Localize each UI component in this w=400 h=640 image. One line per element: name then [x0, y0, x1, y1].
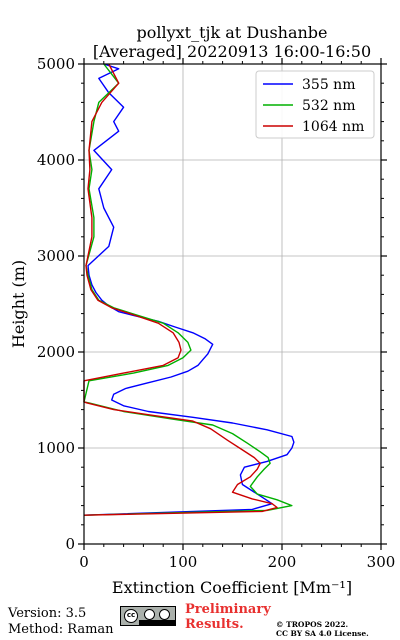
- series-line-532-nm: [83, 63, 293, 516]
- legend-label: 1064 nm: [302, 119, 364, 135]
- legend-label: 532 nm: [302, 98, 355, 114]
- copyright-notice: © TROPOS 2022. CC BY SA 4.0 License.: [276, 620, 369, 638]
- copyright-line1: © TROPOS 2022.: [276, 620, 349, 629]
- cc-logo-icon: cc: [124, 609, 138, 623]
- y-tick-label: 2000: [37, 343, 75, 361]
- preliminary-line1: Preliminary: [185, 602, 271, 617]
- extinction-profile-chart: pollyxt_tjk at Dushanbe [Averaged] 20220…: [9, 23, 396, 597]
- chart-legend: 355 nm 532 nm 1064 nm: [255, 70, 375, 139]
- y-tick-label: 4000: [37, 151, 75, 169]
- preliminary-line2: Results.: [185, 617, 244, 632]
- method-text: Method: Raman: [8, 622, 114, 637]
- y-tick-label: 5000: [37, 55, 75, 73]
- plot-frame: [83, 63, 382, 545]
- cc-license-badge-icon: cc: [120, 606, 176, 626]
- y-tick-label: 3000: [37, 247, 75, 265]
- version-info: Version: 3.5 Method: Raman: [8, 606, 114, 638]
- version-text: Version: 3.5: [8, 606, 87, 621]
- legend-box: [255, 70, 375, 139]
- x-tick-label: 0: [79, 553, 89, 571]
- x-tick-label: 100: [169, 553, 198, 571]
- chart-subtitle: [Averaged] 20220913 16:00-16:50: [93, 42, 371, 61]
- series-line-355-nm: [83, 63, 295, 516]
- cc-by-icon: [144, 609, 155, 620]
- legend-label: 355 nm: [302, 77, 355, 93]
- copyright-line2: CC BY SA 4.0 License.: [276, 629, 369, 638]
- x-tick-label: 300: [367, 553, 396, 571]
- series-line-1064-nm: [83, 63, 278, 516]
- y-tick-label: 1000: [37, 439, 75, 457]
- preliminary-notice: Preliminary Results.: [185, 602, 271, 632]
- cc-sa-icon: [159, 609, 170, 620]
- y-tick-label: 0: [65, 535, 75, 553]
- x-axis-label: Extinction Coefficient [Mm⁻¹]: [112, 578, 352, 597]
- chart-title: pollyxt_tjk at Dushanbe: [136, 23, 327, 42]
- x-tick-label: 200: [268, 553, 297, 571]
- y-axis-label: Height (m): [9, 260, 28, 348]
- cc-badge-strip: [139, 620, 175, 625]
- series-layer: [83, 63, 295, 516]
